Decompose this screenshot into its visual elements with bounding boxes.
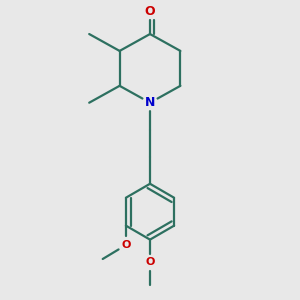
Circle shape: [144, 256, 156, 268]
Text: O: O: [145, 257, 155, 267]
Circle shape: [143, 96, 157, 110]
Text: O: O: [121, 240, 130, 250]
Text: N: N: [145, 96, 155, 109]
Circle shape: [143, 5, 157, 18]
Text: O: O: [145, 5, 155, 18]
Circle shape: [120, 239, 131, 251]
